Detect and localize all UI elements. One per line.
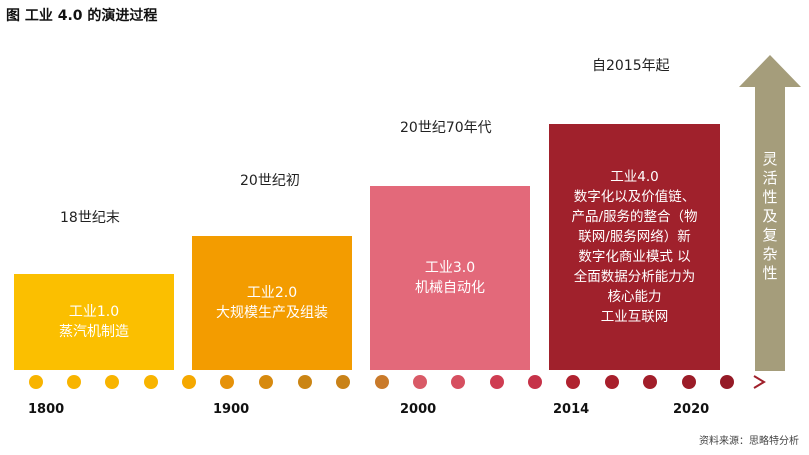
- era-box-industry-4: 工业4.0 数字化以及价值链、 产品/服务的整合（物 联网/服务网络）新 数字化…: [549, 124, 720, 370]
- complexity-arrow-label: 灵 活 性 及 复 杂 性: [756, 150, 784, 283]
- arrow-char: 复: [762, 226, 778, 244]
- arrow-char: 性: [762, 188, 778, 206]
- year-label: 1800: [28, 402, 65, 417]
- arrow-char: 活: [762, 169, 778, 187]
- era-box-line: 核心能力: [607, 289, 662, 305]
- timeline-arrowhead-icon: [753, 375, 766, 389]
- era-period-label: 18世纪末: [60, 210, 120, 226]
- era-box-line: 产品/服务的整合（物: [571, 209, 698, 225]
- timeline-dot: [29, 375, 43, 389]
- timeline-dot: [298, 375, 312, 389]
- era-box-line: 工业2.0: [246, 285, 298, 301]
- era-box-industry-2: 工业2.0 大规模生产及组装: [192, 236, 352, 370]
- era-box-line: 工业互联网: [600, 309, 669, 325]
- timeline-dot: [566, 375, 580, 389]
- timeline-dots: [29, 375, 734, 389]
- era-box-line: 工业4.0: [610, 169, 659, 185]
- era-box-line: 数字化以及价值链、: [573, 189, 696, 205]
- era-box-line: 机械自动化: [415, 280, 485, 296]
- timeline-dot: [105, 375, 119, 389]
- timeline-dot: [643, 375, 657, 389]
- year-label: 2014: [553, 402, 590, 417]
- complexity-arrow-icon: [739, 55, 801, 371]
- era-box-line: 蒸汽机制造: [59, 324, 129, 340]
- timeline-dot: [413, 375, 427, 389]
- year-label: 2000: [400, 402, 437, 417]
- timeline-dot: [67, 375, 81, 389]
- timeline-dot: [375, 375, 389, 389]
- timeline-dot: [682, 375, 696, 389]
- era-period-label: 20世纪初: [240, 173, 300, 189]
- year-label: 2020: [673, 402, 710, 417]
- era-box-line: 工业3.0: [424, 260, 476, 276]
- timeline-dot: [528, 375, 542, 389]
- timeline-dot: [490, 375, 504, 389]
- figure-title: 图 工业 4.0 的演进过程: [6, 8, 158, 24]
- timeline-dot: [220, 375, 234, 389]
- arrow-char: 杂: [762, 245, 778, 263]
- arrow-char: 灵: [762, 150, 778, 168]
- timeline-dot: [259, 375, 273, 389]
- era-box-industry-1: 工业1.0 蒸汽机制造: [14, 274, 174, 370]
- era-box-line: 工业1.0: [68, 304, 120, 320]
- era-box-line: 数字化商业模式 以: [578, 249, 691, 265]
- era-box-industry-3: 工业3.0 机械自动化: [370, 186, 530, 370]
- timeline-dot: [605, 375, 619, 389]
- era-box-line: 大规模生产及组装: [216, 305, 328, 321]
- arrow-char: 性: [762, 264, 778, 282]
- year-label: 1900: [213, 402, 250, 417]
- arrow-char: 及: [762, 207, 778, 225]
- timeline-dot: [144, 375, 158, 389]
- era-box-line: 联网/服务网络）新: [578, 229, 691, 245]
- era-period-label: 自2015年起: [592, 58, 670, 74]
- era-box-line: 全面数据分析能力为: [573, 269, 696, 285]
- timeline-dot: [720, 375, 734, 389]
- era-period-label: 20世纪70年代: [400, 120, 492, 136]
- timeline-dot: [182, 375, 196, 389]
- timeline-dot: [451, 375, 465, 389]
- source-note: 资料来源：思略特分析: [699, 436, 799, 447]
- timeline-dot: [336, 375, 350, 389]
